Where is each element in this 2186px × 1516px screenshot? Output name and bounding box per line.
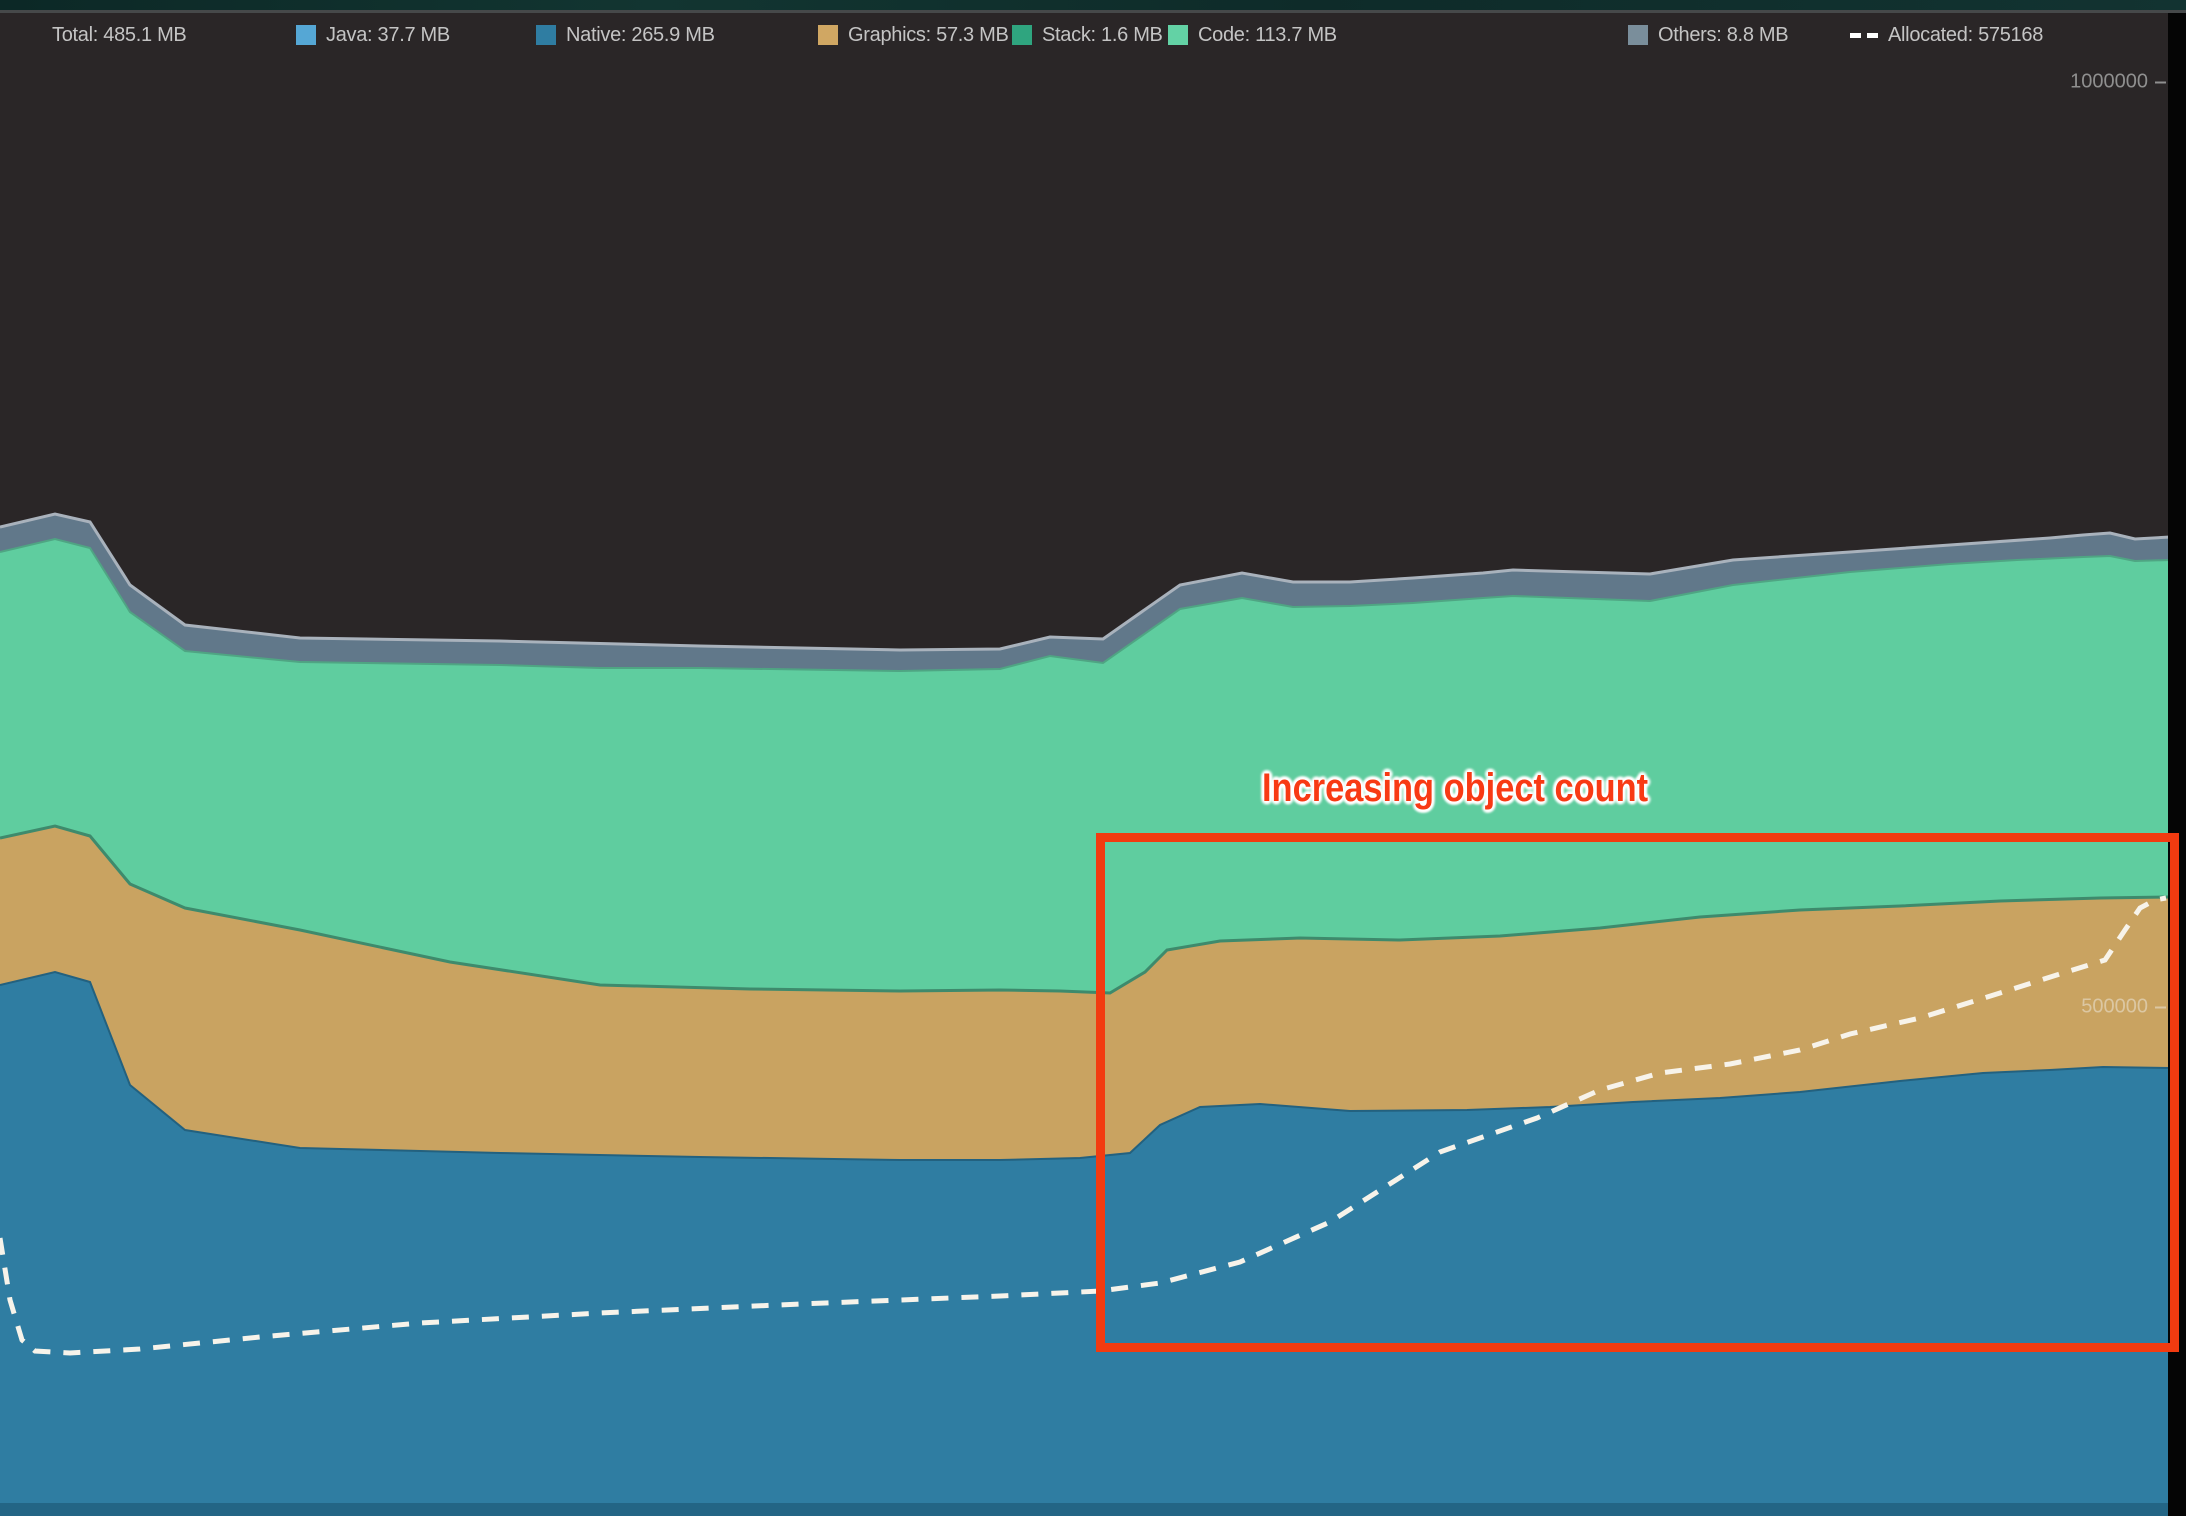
dashed-line-icon [1850, 32, 1878, 38]
legend-item-allocated: Allocated: 575168 [1850, 13, 2043, 57]
axis-tick-500000: 500000 [2081, 996, 2166, 1019]
area-others-edge [0, 512, 2171, 652]
annotation-rectangle [1096, 833, 2179, 1352]
legend-label: Code: 113.7 MB [1198, 23, 1337, 46]
legend-label: Graphics: 57.3 MB [848, 23, 1009, 46]
legend-item-native: Native: 265.9 MB [536, 13, 715, 57]
legend-label: Java: 37.7 MB [326, 23, 450, 46]
area-native [0, 972, 2170, 1516]
chart-bottom-edge [0, 1503, 2168, 1516]
area-native-edge [0, 970, 2171, 1161]
chart-legend: Total: 485.1 MB Java: 37.7 MB Native: 265.… [0, 13, 2170, 57]
area-graphics-edge [0, 824, 2171, 995]
legend-label: Total: 485.1 MB [52, 23, 187, 46]
axis-tick-1000000: 1000000 [2070, 71, 2166, 94]
legend-item-others: Others: 8.8 MB [1628, 13, 1789, 57]
area-code-edge [0, 537, 2171, 673]
legend-label: Others: 8.8 MB [1658, 23, 1789, 46]
legend-swatch-icon [536, 25, 556, 45]
legend-item-code: Code: 113.7 MB [1168, 13, 1337, 57]
legend-item-java: Java: 37.7 MB [296, 13, 450, 57]
legend-swatch-icon [1628, 25, 1648, 45]
legend-swatch-icon [1012, 25, 1032, 45]
legend-label: Stack: 1.6 MB [1042, 23, 1163, 46]
legend-item-graphics: Graphics: 57.3 MB [818, 13, 1009, 57]
axis-tick-label: 500000 [2081, 995, 2148, 1018]
annotation-label: Increasing object count [1262, 766, 1649, 810]
legend-swatch-icon [818, 25, 838, 45]
legend-item-total: Total: 485.1 MB [52, 13, 187, 57]
window-top-strip [0, 0, 2186, 10]
allocated-dashed-line [0, 895, 2167, 1356]
legend-item-stack: Stack: 1.6 MB [1012, 13, 1163, 57]
legend-label: Native: 265.9 MB [566, 23, 715, 46]
tick-dash-icon [2155, 81, 2166, 83]
axis-tick-label: 1000000 [2070, 70, 2148, 93]
tick-dash-icon [2155, 1006, 2166, 1008]
legend-swatch-icon [1168, 25, 1188, 45]
divider [0, 10, 2186, 13]
legend-swatch-icon [296, 25, 316, 45]
legend-label: Allocated: 575168 [1888, 23, 2044, 46]
